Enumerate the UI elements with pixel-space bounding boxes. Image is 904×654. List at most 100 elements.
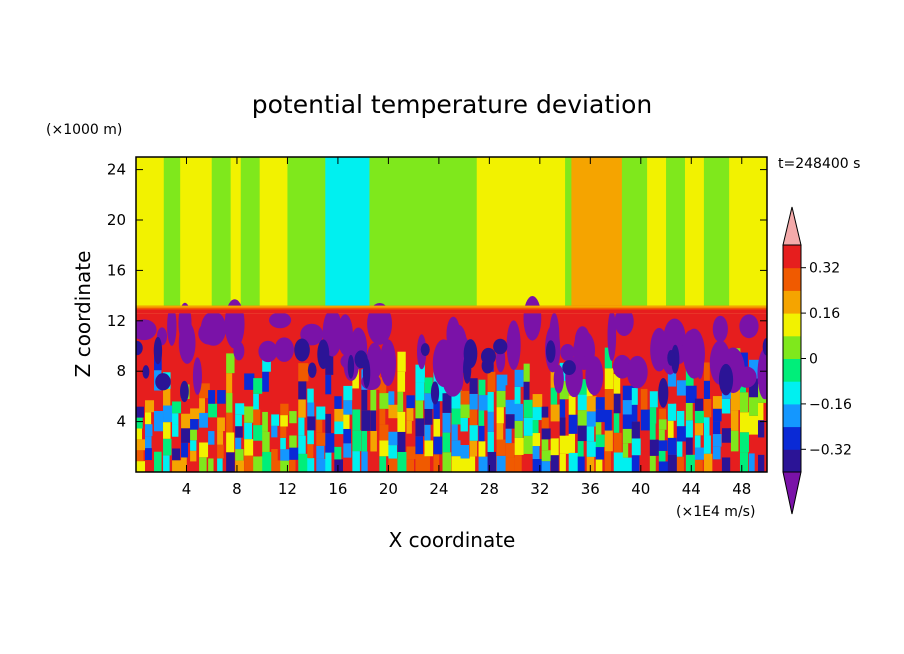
plume-cell: [397, 391, 404, 412]
y-tick-label: 24: [107, 161, 126, 179]
plume-cell: [352, 409, 361, 431]
plume-cell: [181, 457, 187, 472]
plume-cell: [352, 388, 361, 410]
plume-cell: [316, 393, 322, 407]
plume-cell: [685, 420, 693, 438]
plume-cell: [235, 449, 244, 461]
plume-cell: [406, 408, 414, 421]
plume-cell: [595, 422, 602, 435]
plume-cell: [577, 425, 588, 442]
plume-cell: [523, 417, 534, 436]
plume-cell: [451, 424, 458, 441]
plume-cell: [442, 432, 451, 453]
plume-cell: [388, 418, 398, 432]
plume-cell: [478, 425, 485, 442]
plume-cell: [676, 410, 685, 427]
plume-cell: [550, 455, 559, 472]
plume-cell: [559, 453, 566, 472]
plume-cell: [433, 418, 441, 437]
plume-cell: [334, 434, 345, 447]
cold-patch: [192, 357, 202, 395]
plume-cell: [361, 389, 368, 411]
cold-patch: [153, 336, 163, 365]
plume-cell: [298, 417, 305, 436]
colorbar-band: [783, 313, 801, 337]
y-tick-label: 8: [116, 362, 126, 380]
x-tick-label: 24: [429, 480, 448, 498]
plume-cell: [163, 388, 171, 406]
cold-patch: [480, 347, 496, 365]
plume-cell: [577, 410, 588, 426]
upper-streak: [136, 157, 164, 309]
cold-patch: [463, 339, 478, 369]
plume-cell: [541, 417, 549, 429]
cold-patch: [430, 381, 440, 405]
plume-cell: [523, 435, 534, 454]
plume-cell: [289, 423, 299, 436]
plume-cell: [757, 454, 765, 472]
plume-cell: [145, 436, 152, 449]
plume-cell: [595, 397, 606, 410]
plume-cell: [631, 388, 638, 405]
plume-cell: [478, 379, 486, 396]
cold-patch: [300, 323, 324, 346]
plume-cell: [424, 408, 433, 425]
plume-cell: [604, 451, 611, 472]
cold-patch: [560, 343, 575, 361]
plume-cell: [289, 398, 299, 412]
plume-cell: [667, 454, 679, 472]
plume-cell: [289, 447, 300, 460]
plume-cell: [379, 408, 386, 425]
plume-cell: [568, 452, 579, 472]
plume-cell: [415, 364, 425, 383]
cold-patch: [683, 328, 705, 379]
x-tick-label: 12: [278, 480, 297, 498]
plume-cell: [712, 396, 723, 409]
colorbar-band: [783, 335, 801, 359]
upper-streak: [230, 157, 241, 309]
cold-patch: [553, 364, 564, 394]
y-axis: 4 8 12 16 20 24: [107, 161, 767, 431]
plume-cell: [739, 412, 750, 433]
colorbar-upper-extension: [782, 206, 802, 246]
plume-cell: [631, 438, 641, 456]
plume-cell: [640, 451, 650, 472]
plume-cell: [676, 456, 684, 472]
plume-cell: [703, 380, 710, 399]
plume-cell: [298, 363, 309, 382]
plume-cell: [559, 381, 569, 400]
plume-cell: [280, 437, 286, 450]
plume-cell: [145, 424, 153, 437]
plume-cell: [694, 459, 703, 472]
plume-cell: [541, 406, 549, 418]
plume-cell: [199, 383, 210, 399]
plume-cell: [577, 394, 589, 411]
plume-cell: [316, 406, 326, 420]
plume-cell: [694, 435, 701, 448]
plume-cell: [451, 392, 461, 409]
plume-cell: [469, 378, 478, 394]
plume-cell: [622, 457, 633, 472]
cold-patch: [607, 309, 617, 361]
plume-cell: [604, 389, 615, 410]
plume-cell: [577, 379, 589, 395]
plume-cell: [325, 433, 336, 453]
cold-patch: [626, 355, 648, 389]
plume-cell: [253, 393, 259, 410]
plume-cell: [505, 443, 515, 458]
plume-cell: [541, 461, 551, 472]
plume-cell: [568, 433, 576, 453]
plume-cell: [487, 391, 494, 412]
plume-cell: [451, 440, 461, 457]
plume-cell: [370, 451, 378, 472]
cold-patch: [545, 340, 556, 363]
upper-streak: [571, 157, 622, 309]
plume-cell: [667, 386, 674, 404]
plume-cell: [235, 460, 244, 472]
plume-cell: [163, 438, 172, 456]
plume-cell: [406, 459, 415, 472]
plume-cell: [649, 439, 659, 456]
plume-cell: [253, 378, 264, 394]
plume-cell: [208, 390, 216, 404]
x-tick-label: 32: [530, 480, 549, 498]
